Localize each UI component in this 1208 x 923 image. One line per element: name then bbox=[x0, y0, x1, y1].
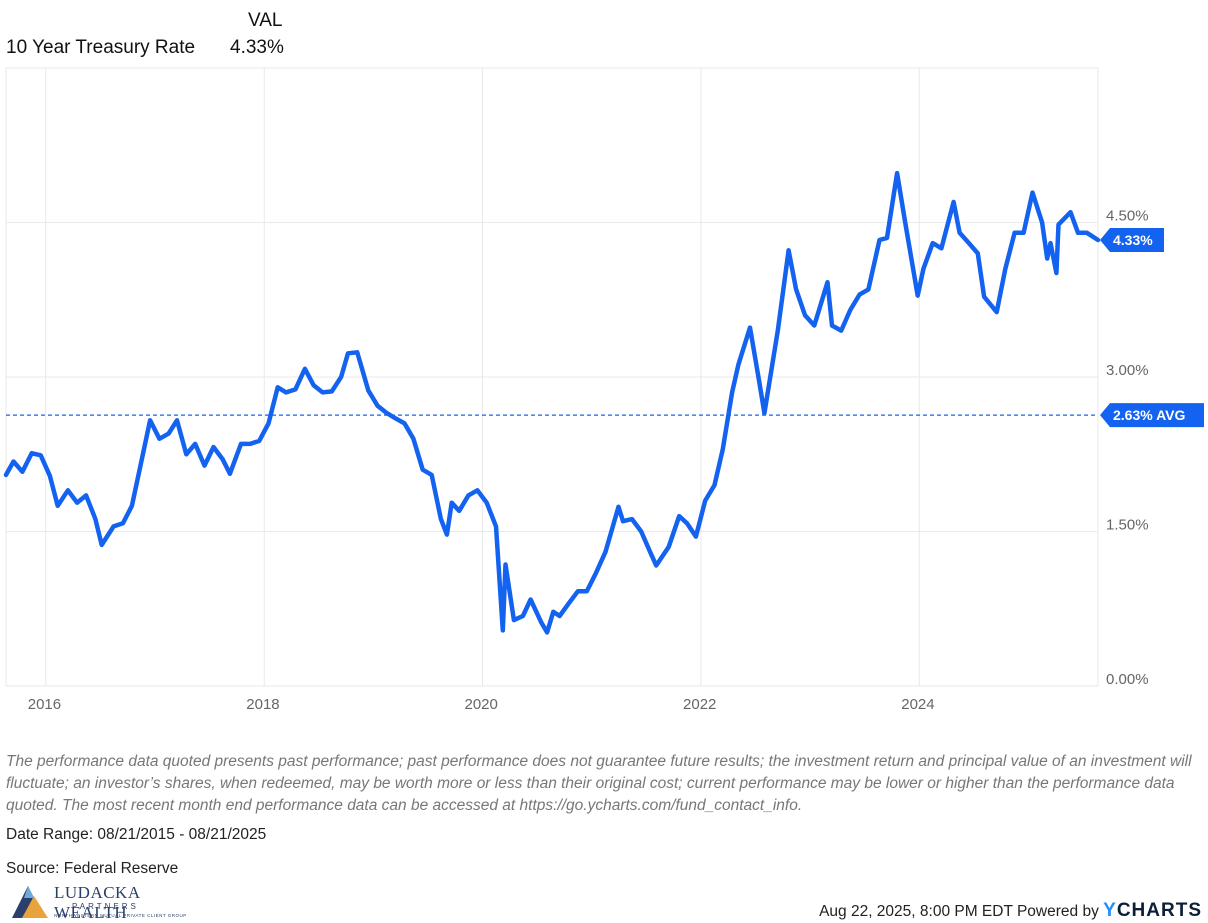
last-value-label: 4.33% bbox=[1113, 232, 1153, 248]
date-range: Date Range: 08/21/2015 - 08/21/2025 bbox=[6, 826, 267, 843]
ycharts-brand-y: Y bbox=[1103, 900, 1117, 921]
average-value-label: 2.63% AVG bbox=[1113, 407, 1185, 423]
series-line-group bbox=[3, 170, 1101, 635]
y-tick-label: 1.50% bbox=[1106, 517, 1149, 534]
last-value-flag bbox=[1100, 228, 1164, 253]
y-tick-label: 0.00% bbox=[1106, 671, 1149, 688]
powered-by-label: Powered by bbox=[1016, 903, 1099, 920]
mountain-logo-icon bbox=[12, 886, 48, 918]
y-tick-label: 4.50% bbox=[1106, 208, 1149, 225]
line-chart[interactable]: 0.00% 1.50% 3.00% 4.50% 2016 2018 2020 2022 2024… bbox=[0, 60, 1208, 720]
y-tick-label: 3.00% bbox=[1106, 362, 1149, 379]
footer-attribution: Aug 22, 2025, 8:00 PM EDT Powered by YCH… bbox=[819, 900, 1202, 922]
legend-series-value: 4.33% bbox=[230, 37, 284, 58]
legend-column-header: VAL bbox=[248, 10, 283, 31]
x-tick-label: 2024 bbox=[901, 696, 934, 713]
x-tick-label: 2016 bbox=[28, 696, 61, 713]
logo-name: LUDACKA WEALTH bbox=[54, 883, 140, 922]
series-line-10-year-treasury-rate bbox=[3, 170, 1101, 635]
x-tick-label: 2022 bbox=[683, 696, 716, 713]
timestamp: Aug 22, 2025, 8:00 PM EDT bbox=[819, 903, 1013, 920]
x-tick-label: 2018 bbox=[246, 696, 279, 713]
average-value-flag bbox=[1100, 403, 1204, 428]
performance-disclaimer: The performance data quoted presents pas… bbox=[6, 753, 1192, 814]
ycharts-brand[interactable]: YCHARTS bbox=[1103, 900, 1202, 921]
logo-tagline: NORTHWESTERN MUTUAL PRIVATE CLIENT GROUP bbox=[54, 913, 187, 918]
ycharts-brand-rest: CHARTS bbox=[1116, 900, 1202, 921]
x-tick-label: 2020 bbox=[464, 696, 497, 713]
axis-labels: 0.00% 1.50% 3.00% 4.50% 2016 2018 2020 2022 2024 bbox=[28, 208, 1149, 714]
data-source: Source: Federal Reserve bbox=[6, 860, 179, 877]
ludacka-wealth-logo: LUDACKA WEALTH PARTNERS NORTHWESTERN MUT… bbox=[10, 882, 210, 922]
legend-series-label: 10 Year Treasury Rate bbox=[6, 37, 196, 58]
logo-subtitle: PARTNERS bbox=[72, 902, 139, 911]
grid-lines bbox=[5, 67, 1099, 687]
value-flags: 4.33% 2.63% AVG bbox=[1100, 228, 1204, 428]
